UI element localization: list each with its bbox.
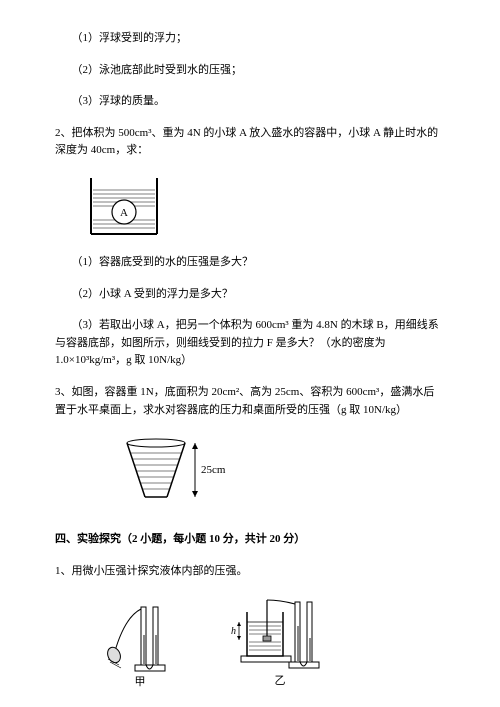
label-left: 甲: [135, 676, 146, 688]
q3-diagram: 25cm: [115, 433, 445, 513]
q2-sub3: （3）若取出小球 A，把另一个体积为 600cm³ 重为 4.8N 的木球 B，…: [55, 317, 445, 370]
q3-stem: 3、如图，容器重 1N，底面积为 20cm²、高为 25cm、容积为 600cm…: [55, 384, 445, 419]
q2-sub2: （2）小球 A 受到的浮力是多大？: [55, 286, 445, 304]
q1-sub3: （3）浮球的质量。: [55, 93, 445, 111]
section4-title: 四、实验探究（2 小题，每小题 10 分，共计 20 分）: [55, 531, 445, 549]
height-label: 25cm: [201, 464, 226, 476]
label-right: 乙: [275, 674, 286, 687]
q2-diagram: A: [85, 174, 445, 240]
apparatus-right: h 乙: [225, 594, 325, 689]
section4-diagram: 甲 h: [105, 594, 445, 689]
q2-sub1: （1）容器底受到的水的压强是多大？: [55, 254, 445, 272]
q1-sub2: （2）泳池底部此时受到水的压强；: [55, 62, 445, 80]
q2-stem: 2、把体积为 500cm³、重为 4N 的小球 A 放入盛水的容器中，小球 A …: [55, 125, 445, 160]
q1-sub1: （1）浮球受到的浮力；: [55, 30, 445, 48]
section4-q1: 1、用微小压强计探究液体内部的压强。: [55, 563, 445, 581]
h-label: h: [231, 626, 236, 637]
ball-label: A: [120, 207, 128, 219]
apparatus-left: 甲: [105, 599, 175, 689]
